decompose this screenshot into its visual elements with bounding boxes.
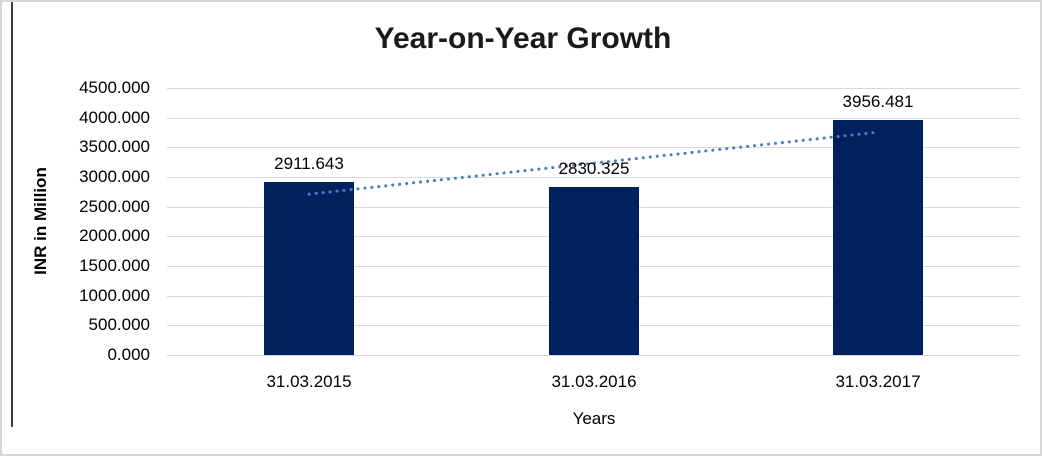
y-tick-label: 500.000 (88, 315, 150, 334)
y-tick-label: 3500.000 (79, 137, 150, 156)
y-tick-label: 3000.000 (79, 167, 150, 186)
bar (264, 182, 354, 355)
x-category-label: 31.03.2015 (266, 372, 352, 391)
x-axis-title: Years (572, 409, 616, 428)
gridline (167, 118, 1020, 119)
y-tick-label: 4000.000 (79, 108, 150, 127)
chart-title: Year-on-Year Growth (374, 22, 672, 55)
gridline (167, 355, 1020, 356)
y-tick-label: 2500.000 (79, 197, 150, 216)
bar-data-label: 2911.643 (274, 154, 344, 173)
bar-data-label: 3956.481 (842, 92, 914, 111)
bar-data-label: 2830.325 (558, 159, 630, 178)
bar (549, 187, 639, 355)
left-border-line (11, 2, 13, 427)
y-tick-label: 4500.000 (79, 78, 150, 97)
y-tick-label: 0.000 (107, 345, 150, 364)
y-tick-label: 1500.000 (79, 256, 150, 275)
y-tick-label: 1000.000 (79, 286, 150, 305)
x-category-label: 31.03.2017 (835, 372, 921, 391)
bar (833, 120, 923, 355)
gridline (167, 88, 1020, 89)
x-category-label: 31.03.2016 (551, 372, 637, 391)
plot-area (167, 88, 1020, 356)
y-tick-label: 2000.000 (79, 226, 150, 245)
